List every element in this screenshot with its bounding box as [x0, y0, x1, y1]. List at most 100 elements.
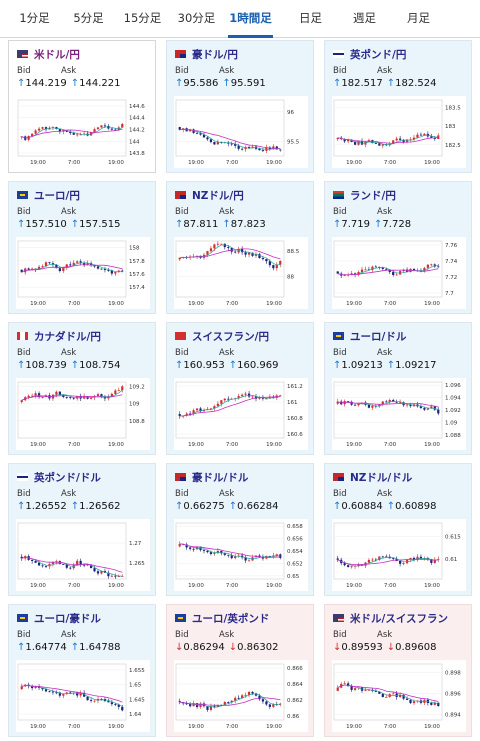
candle-body	[350, 686, 353, 690]
y-tick-label: 1.09	[445, 420, 458, 426]
tab-4[interactable]: 30分足	[177, 11, 216, 25]
candle-body	[34, 393, 37, 396]
x-tick-label: 7:00	[226, 160, 239, 166]
price-chart[interactable]: 0.866 0.864 0.862 0.86 19:00 7:00 19:00	[174, 660, 308, 732]
price-chart[interactable]: 161.2 161 160.8 160.6 19:00 7:00 19:00	[174, 378, 308, 450]
candle-body	[268, 555, 271, 557]
bid-ask-labels: Bid Ask	[333, 630, 421, 640]
tab-8[interactable]: 月足	[407, 11, 430, 25]
price-chart[interactable]: 0.898 0.896 0.894 19:00 7:00 19:00	[332, 660, 466, 732]
price-chart[interactable]: 1.27 1.265 19:00 7:00 19:00	[16, 519, 150, 591]
candle-body	[223, 243, 226, 248]
currency-card[interactable]: 英ポンド/円 Bid Ask ↑182.517 ↑182.524 183.5 183 182.…	[324, 40, 472, 173]
bid-label: Bid	[175, 489, 189, 499]
pair-name[interactable]: NZドル/円	[192, 189, 244, 202]
y-tick-label: 109.2	[129, 384, 145, 390]
price-chart[interactable]: 109.2 109 108.8 19:00 7:00 19:00	[16, 378, 150, 450]
candle-body	[72, 397, 75, 399]
flag-icon	[17, 50, 28, 58]
tab-6[interactable]: 日足	[299, 11, 322, 25]
pair-name[interactable]: ユーロ/英ポンド	[192, 612, 270, 625]
y-tick-label: 144	[129, 139, 140, 145]
pair-name[interactable]: NZドル/ドル	[350, 471, 413, 484]
currency-card[interactable]: 英ポンド/ドル Bid Ask ↑1.26552 ↑1.26562 1.27 1.265 19…	[8, 463, 156, 596]
price-chart[interactable]: 144.6 144.4 144.2 144 143.8 19:00 7:00 19:00	[16, 96, 150, 168]
short-ma-line	[179, 128, 281, 150]
candle-body	[48, 262, 51, 264]
candle-body	[388, 269, 391, 273]
candle-body	[437, 702, 440, 707]
currency-card[interactable]: ユーロ/英ポンド Bid Ask ↓0.86294 ↓0.86302 0.866 0.864…	[166, 604, 314, 737]
pair-name[interactable]: 豪ドル/ドル	[192, 471, 249, 484]
plot-frame	[175, 240, 285, 298]
tab-3[interactable]: 15分足	[123, 11, 162, 25]
bid-label: Bid	[17, 630, 31, 640]
pair-name[interactable]: 米ドル/スイスフラン	[350, 612, 449, 625]
price-chart[interactable]: 7.76 7.74 7.72 7.7 19:00 7:00 19:00	[332, 237, 466, 309]
pair-name[interactable]: ユーロ/豪ドル	[34, 612, 101, 625]
card-header: 豪ドル/ドル	[175, 470, 248, 484]
pair-name[interactable]: 英ポンド/ドル	[34, 471, 101, 484]
price-chart[interactable]: 183.5 183 182.5 19:00 7:00 19:00	[332, 96, 466, 168]
currency-card[interactable]: 米ドル/スイスフラン Bid Ask ↓0.89593 ↓0.89608 0.898 0.8…	[324, 604, 472, 737]
currency-card[interactable]: スイスフラン/円 Bid Ask ↑160.953 ↑160.969 161.2 161 16…	[166, 322, 314, 455]
currency-card[interactable]: NZドル/円 Bid Ask ↑87.811 ↑87.823 88.5 88 19:00 7:0…	[166, 181, 314, 314]
currency-card[interactable]: ランド/円 Bid Ask ↑7.719 ↑7.728 7.76 7.74 7.72 7.7 19…	[324, 181, 472, 314]
price-chart[interactable]: 88.5 88 19:00 7:00 19:00	[174, 237, 308, 309]
candle-body	[279, 149, 282, 151]
ask-value: 1.64788	[79, 642, 121, 653]
price-chart[interactable]: 0.615 0.61 19:00 7:00 19:00	[332, 519, 466, 591]
candle-body	[371, 405, 374, 408]
currency-card[interactable]: ユーロ/ドル Bid Ask ↑1.09213 ↑1.09217 1.096 1.094 1.…	[324, 322, 472, 455]
candle-body	[31, 395, 34, 397]
candle-body	[89, 397, 93, 399]
candle-body	[100, 571, 103, 574]
currency-card[interactable]: ユーロ/豪ドル Bid Ask ↑1.64774 ↑1.64788 1.655 1.65 1.…	[8, 604, 156, 737]
pair-name[interactable]: カナダドル/円	[34, 330, 101, 343]
long-ma-line	[337, 401, 439, 408]
currency-card[interactable]: 米ドル/円 Bid Ask ↑144.219 ↑144.221 144.6 144.4 144…	[8, 40, 156, 173]
candle-body	[44, 262, 48, 266]
up-arrow-icon: ↑	[70, 78, 80, 89]
x-tick-label: 7:00	[226, 724, 239, 730]
candle-body	[423, 267, 426, 272]
currency-card[interactable]: 豪ドル/ドル Bid Ask ↑0.66275 ↑0.66284 0.658 0.656 0.…	[166, 463, 314, 596]
candle-body	[110, 575, 113, 577]
tab-5[interactable]: 1時間足	[224, 0, 277, 38]
y-tick-label: 0.65	[287, 574, 300, 580]
pair-name[interactable]: 米ドル/円	[34, 48, 80, 61]
bid-value: 0.86294	[183, 642, 225, 653]
candle-body	[192, 410, 195, 414]
x-tick-label: 19:00	[108, 583, 124, 589]
price-chart[interactable]: 1.096 1.094 1.092 1.09 1.088 19:00 7:00 19:00	[332, 378, 466, 450]
bid-value: 0.66275	[183, 501, 225, 512]
x-tick-label: 19:00	[30, 301, 46, 307]
candle-body	[206, 706, 209, 710]
pair-name[interactable]: 英ポンド/円	[350, 48, 407, 61]
candle-body	[244, 147, 247, 150]
pair-name[interactable]: スイスフラン/円	[192, 330, 270, 343]
x-tick-label: 7:00	[384, 583, 397, 589]
pair-name[interactable]: ユーロ/ドル	[350, 330, 407, 343]
currency-card[interactable]: カナダドル/円 Bid Ask ↑108.739 ↑108.754 109.2 109 108…	[8, 322, 156, 455]
tab-1[interactable]: 1分足	[19, 11, 50, 25]
candle-body	[381, 693, 384, 697]
long-ma-line	[337, 137, 439, 144]
price-chart[interactable]: 96 95.5 19:00 7:00 19:00	[174, 96, 308, 168]
pair-name[interactable]: 豪ドル/円	[192, 48, 238, 61]
pair-name[interactable]: ランド/円	[350, 189, 396, 202]
tab-2[interactable]: 5分足	[73, 11, 104, 25]
currency-card[interactable]: ユーロ/円 Bid Ask ↑157.510 ↑157.515 158 157.8 157.6…	[8, 181, 156, 314]
price-chart[interactable]: 1.655 1.65 1.645 1.64 19:00 7:00 19:00	[16, 660, 150, 732]
pair-name[interactable]: ユーロ/円	[34, 189, 80, 202]
tab-7[interactable]: 週足	[353, 11, 376, 25]
currency-card[interactable]: NZドル/ドル Bid Ask ↑0.60884 ↑0.60898 0.615 0.61 19…	[324, 463, 472, 596]
candle-body	[261, 150, 265, 151]
price-chart[interactable]: 158 157.8 157.6 157.4 19:00 7:00 19:00	[16, 237, 150, 309]
candle-body	[121, 270, 124, 272]
currency-card[interactable]: 豪ドル/円 Bid Ask ↑95.586 ↑95.591 96 95.5 19:00 7:00…	[166, 40, 314, 173]
bid-value: 95.586	[183, 78, 219, 89]
x-tick-label: 7:00	[384, 301, 397, 307]
candle-body	[378, 143, 381, 146]
price-chart[interactable]: 0.658 0.656 0.654 0.652 0.65 19:00 7:00 19:00	[174, 519, 308, 591]
